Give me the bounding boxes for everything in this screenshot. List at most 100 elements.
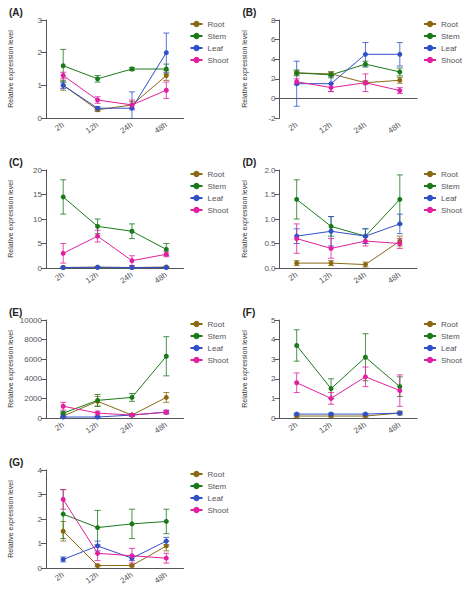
svg-text:1: 1 bbox=[38, 539, 43, 548]
svg-text:2: 2 bbox=[38, 48, 43, 57]
svg-text:Stem: Stem bbox=[208, 482, 227, 491]
svg-text:2: 2 bbox=[271, 74, 276, 83]
svg-text:2h: 2h bbox=[287, 120, 299, 132]
svg-text:0: 0 bbox=[38, 414, 43, 423]
svg-text:-2: -2 bbox=[268, 114, 276, 123]
svg-text:Leaf: Leaf bbox=[208, 494, 224, 503]
svg-text:48h: 48h bbox=[386, 420, 402, 435]
svg-text:Relative expression level: Relative expression level bbox=[241, 30, 249, 108]
svg-text:24h: 24h bbox=[118, 420, 134, 435]
svg-text:Shoot: Shoot bbox=[208, 506, 230, 515]
svg-text:24h: 24h bbox=[118, 270, 134, 285]
svg-text:2.0: 2.0 bbox=[264, 166, 276, 175]
svg-text:Relative expression level: Relative expression level bbox=[7, 30, 15, 108]
svg-text:0.5: 0.5 bbox=[264, 239, 276, 248]
svg-text:5: 5 bbox=[271, 316, 276, 325]
svg-text:Stem: Stem bbox=[208, 32, 227, 41]
svg-text:12h: 12h bbox=[84, 120, 100, 135]
svg-text:6000: 6000 bbox=[24, 355, 42, 364]
svg-text:Leaf: Leaf bbox=[441, 194, 457, 203]
svg-text:12h: 12h bbox=[84, 270, 100, 285]
svg-text:Leaf: Leaf bbox=[441, 44, 457, 53]
svg-text:8000: 8000 bbox=[24, 335, 42, 344]
svg-text:Shoot: Shoot bbox=[441, 206, 463, 215]
svg-text:Root: Root bbox=[208, 20, 226, 29]
svg-text:6: 6 bbox=[271, 35, 276, 44]
svg-text:4000: 4000 bbox=[24, 374, 42, 383]
svg-text:0.0: 0.0 bbox=[264, 264, 276, 273]
svg-text:3: 3 bbox=[271, 355, 276, 364]
svg-text:(B): (B) bbox=[243, 7, 257, 18]
svg-text:8: 8 bbox=[271, 16, 276, 25]
svg-text:0: 0 bbox=[271, 94, 276, 103]
svg-text:Root: Root bbox=[441, 20, 459, 29]
svg-text:(C): (C) bbox=[9, 157, 23, 168]
svg-text:(A): (A) bbox=[9, 7, 23, 18]
svg-text:15: 15 bbox=[33, 190, 42, 199]
svg-text:Stem: Stem bbox=[208, 182, 227, 191]
svg-text:Leaf: Leaf bbox=[208, 194, 224, 203]
svg-text:3: 3 bbox=[38, 16, 43, 25]
svg-text:12h: 12h bbox=[318, 120, 334, 135]
svg-text:Stem: Stem bbox=[441, 182, 460, 191]
svg-text:(E): (E) bbox=[9, 307, 22, 318]
svg-text:24h: 24h bbox=[352, 270, 368, 285]
svg-text:2h: 2h bbox=[287, 270, 299, 282]
svg-text:Shoot: Shoot bbox=[208, 356, 230, 365]
svg-text:2h: 2h bbox=[53, 570, 65, 582]
svg-text:Root: Root bbox=[208, 470, 226, 479]
svg-text:48h: 48h bbox=[153, 120, 169, 135]
svg-text:1: 1 bbox=[38, 81, 43, 90]
svg-text:48h: 48h bbox=[386, 120, 402, 135]
svg-text:2h: 2h bbox=[287, 420, 299, 432]
svg-text:Relative expression level: Relative expression level bbox=[7, 330, 15, 408]
svg-text:12h: 12h bbox=[84, 420, 100, 435]
svg-text:Relative expression level: Relative expression level bbox=[241, 180, 249, 258]
svg-text:Leaf: Leaf bbox=[208, 44, 224, 53]
svg-text:4: 4 bbox=[38, 466, 43, 475]
svg-text:2: 2 bbox=[271, 374, 276, 383]
svg-text:Shoot: Shoot bbox=[208, 206, 230, 215]
svg-text:Root: Root bbox=[208, 320, 226, 329]
svg-text:Leaf: Leaf bbox=[208, 344, 224, 353]
svg-text:48h: 48h bbox=[153, 570, 169, 585]
svg-text:Relative expression level: Relative expression level bbox=[241, 330, 249, 408]
svg-text:4: 4 bbox=[271, 335, 276, 344]
svg-text:(D): (D) bbox=[243, 157, 257, 168]
svg-text:48h: 48h bbox=[153, 420, 169, 435]
svg-text:Stem: Stem bbox=[441, 32, 460, 41]
svg-text:Root: Root bbox=[441, 170, 459, 179]
svg-text:20: 20 bbox=[33, 166, 42, 175]
svg-text:24h: 24h bbox=[118, 570, 134, 585]
svg-text:48h: 48h bbox=[386, 270, 402, 285]
svg-text:24h: 24h bbox=[118, 120, 134, 135]
svg-text:3: 3 bbox=[38, 490, 43, 499]
svg-text:12h: 12h bbox=[318, 420, 334, 435]
svg-text:2: 2 bbox=[38, 515, 43, 524]
svg-text:Root: Root bbox=[441, 320, 459, 329]
svg-text:2h: 2h bbox=[53, 120, 65, 132]
svg-text:48h: 48h bbox=[153, 270, 169, 285]
svg-text:1: 1 bbox=[271, 394, 276, 403]
svg-text:2000: 2000 bbox=[24, 394, 42, 403]
svg-text:24h: 24h bbox=[352, 120, 368, 135]
svg-text:2h: 2h bbox=[53, 270, 65, 282]
svg-text:Shoot: Shoot bbox=[441, 56, 463, 65]
svg-text:Root: Root bbox=[208, 170, 226, 179]
svg-text:2h: 2h bbox=[53, 420, 65, 432]
svg-text:Shoot: Shoot bbox=[441, 356, 463, 365]
svg-text:0: 0 bbox=[271, 414, 276, 423]
svg-text:Leaf: Leaf bbox=[441, 344, 457, 353]
svg-text:24h: 24h bbox=[352, 420, 368, 435]
svg-text:1.0: 1.0 bbox=[264, 215, 276, 224]
svg-text:(G): (G) bbox=[9, 457, 23, 468]
svg-text:0: 0 bbox=[38, 564, 43, 573]
svg-text:10000: 10000 bbox=[20, 316, 43, 325]
svg-text:Shoot: Shoot bbox=[208, 56, 230, 65]
svg-text:(F): (F) bbox=[243, 307, 256, 318]
svg-text:Relative expression level: Relative expression level bbox=[7, 480, 15, 558]
svg-text:Stem: Stem bbox=[208, 332, 227, 341]
svg-text:Relative expression level: Relative expression level bbox=[7, 180, 15, 258]
svg-text:1.5: 1.5 bbox=[264, 190, 276, 199]
svg-text:4: 4 bbox=[271, 55, 276, 64]
